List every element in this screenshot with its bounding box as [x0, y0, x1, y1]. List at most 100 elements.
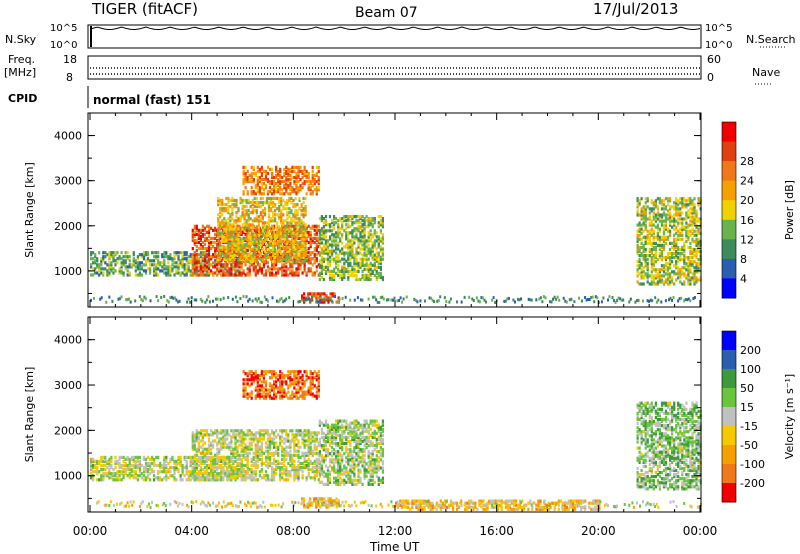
velocity-cell	[232, 431, 235, 435]
power-cell	[324, 229, 328, 233]
power-cell	[675, 209, 678, 213]
power-region	[217, 196, 307, 264]
velocity-cell	[216, 457, 219, 461]
power-cell	[228, 273, 231, 277]
velocity-cell	[210, 472, 213, 476]
power-cell	[185, 259, 188, 263]
velocity-cell	[216, 478, 219, 482]
power-cell	[300, 243, 303, 247]
power-cell	[257, 223, 260, 227]
power-cell	[279, 180, 282, 184]
power-cell	[260, 167, 263, 171]
velocity-cell	[193, 443, 196, 447]
power-cell	[235, 198, 238, 203]
power-cell	[199, 247, 202, 251]
power-cell	[246, 271, 249, 275]
power-cell	[656, 225, 659, 229]
velocity-cell	[157, 470, 160, 474]
power-cell	[695, 237, 698, 241]
power-cell	[189, 273, 192, 277]
power-cell	[104, 251, 107, 255]
power-cell	[667, 254, 670, 258]
velocity-cell	[173, 478, 176, 482]
velocity-cell	[142, 468, 146, 472]
power-cell	[251, 231, 254, 235]
velocity-cell	[163, 476, 166, 480]
power-cell	[271, 182, 274, 186]
power-cell	[239, 243, 242, 247]
power-colorbar-swatch	[722, 278, 736, 299]
power-cell	[331, 273, 334, 277]
velocity-cell	[203, 441, 207, 445]
power-cell	[299, 178, 302, 182]
power-cell	[298, 223, 301, 227]
power-cell	[379, 219, 382, 223]
power-cell	[298, 253, 301, 257]
velocity-cell	[203, 455, 207, 459]
power-cell	[227, 237, 230, 241]
power-cell	[367, 237, 370, 241]
power-cell	[273, 180, 276, 184]
power-cell	[302, 209, 305, 213]
power-cell	[257, 247, 260, 251]
power-cell	[369, 263, 372, 267]
power-cell	[656, 197, 659, 201]
power-cell	[685, 203, 688, 207]
power-cell	[669, 207, 672, 211]
velocity-cell	[232, 459, 235, 463]
power-cell	[290, 257, 293, 261]
power-cell	[642, 247, 645, 252]
power-cell	[355, 275, 358, 280]
power-cell	[274, 203, 277, 207]
power-ground-cell	[186, 300, 189, 304]
power-cell	[205, 261, 209, 265]
power-cell	[157, 267, 160, 271]
power-cell	[283, 184, 286, 188]
power-cell	[181, 261, 184, 265]
power-cell	[345, 227, 348, 231]
power-cell	[247, 253, 250, 257]
velocity-cell	[142, 470, 146, 474]
velocity-cell	[138, 474, 141, 478]
power-cell	[311, 238, 314, 243]
power-cell	[675, 197, 678, 201]
power-ground-cell	[271, 296, 274, 300]
power-cell	[262, 192, 265, 196]
power-cell	[167, 271, 170, 275]
power-cell	[237, 251, 240, 255]
power-cell	[219, 253, 222, 257]
power-cell	[318, 273, 321, 277]
power-cell	[307, 261, 310, 265]
power-cell	[283, 265, 286, 269]
power-cell	[299, 265, 302, 269]
power-cell	[311, 173, 314, 178]
velocity-cell	[205, 433, 209, 437]
power-cell	[274, 255, 277, 259]
power-cell	[130, 265, 133, 269]
power-cell	[220, 263, 223, 267]
velocity-cell	[224, 441, 227, 445]
power-cell	[280, 196, 283, 201]
velocity-cell	[132, 474, 135, 478]
power-cell	[201, 232, 204, 236]
power-cell	[357, 265, 360, 269]
power-cell	[195, 263, 198, 267]
power-cell	[654, 245, 657, 250]
power-cell	[300, 253, 303, 257]
power-cell	[175, 271, 178, 275]
power-cell	[260, 165, 263, 169]
velocity-cell	[201, 433, 204, 437]
power-cell	[681, 247, 684, 252]
velocity-cell	[216, 429, 219, 433]
power-cell	[315, 230, 318, 234]
power-cell	[311, 236, 314, 240]
power-cell	[689, 276, 692, 280]
power-cell	[321, 292, 324, 296]
power-cell	[256, 169, 259, 173]
power-colorbar-tick: 24	[740, 175, 754, 188]
power-cell	[687, 215, 690, 219]
power-cell	[371, 243, 374, 247]
velocity-cell	[246, 463, 249, 468]
power-cell	[681, 225, 684, 229]
velocity-cell	[134, 466, 137, 470]
